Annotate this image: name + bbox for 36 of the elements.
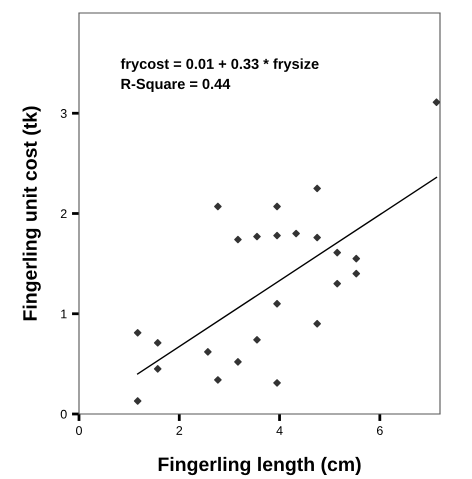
- point: [134, 328, 142, 337]
- point: [214, 376, 222, 384]
- point: [234, 358, 242, 366]
- point: [253, 232, 261, 240]
- point: [204, 348, 212, 356]
- point: [273, 379, 281, 387]
- point: [313, 320, 321, 328]
- point: [273, 232, 281, 240]
- y-tick-label: 0: [60, 410, 67, 419]
- point: [432, 98, 440, 106]
- point: [214, 202, 222, 210]
- point: [154, 339, 162, 347]
- point: [352, 270, 360, 278]
- point: [273, 300, 281, 308]
- annotation: R-Square = 0.44: [121, 78, 230, 92]
- x-tick-label: 4: [276, 426, 283, 435]
- point: [154, 365, 162, 373]
- point: [333, 248, 342, 256]
- x-axis-title: Fingerling length (cm): [158, 456, 361, 476]
- y-tick-label: 2: [60, 209, 67, 218]
- point: [292, 230, 300, 238]
- point: [134, 397, 142, 405]
- x-tick-label: 6: [376, 426, 383, 435]
- y-tick-label: 3: [60, 109, 67, 118]
- point: [253, 336, 261, 344]
- point: [313, 184, 321, 192]
- x-tick-label: 0: [76, 426, 82, 435]
- point: [313, 234, 321, 242]
- y-axis-title: Fingerling unit cost (tk): [22, 106, 41, 320]
- y-tick-label: 1: [61, 310, 67, 318]
- point: [333, 280, 342, 288]
- point: [273, 202, 281, 210]
- point: [352, 254, 360, 262]
- x-tick-label: 2: [176, 426, 182, 435]
- annotation: frycost = 0.01 + 0.33 * frysize: [120, 58, 319, 72]
- point: [234, 236, 242, 244]
